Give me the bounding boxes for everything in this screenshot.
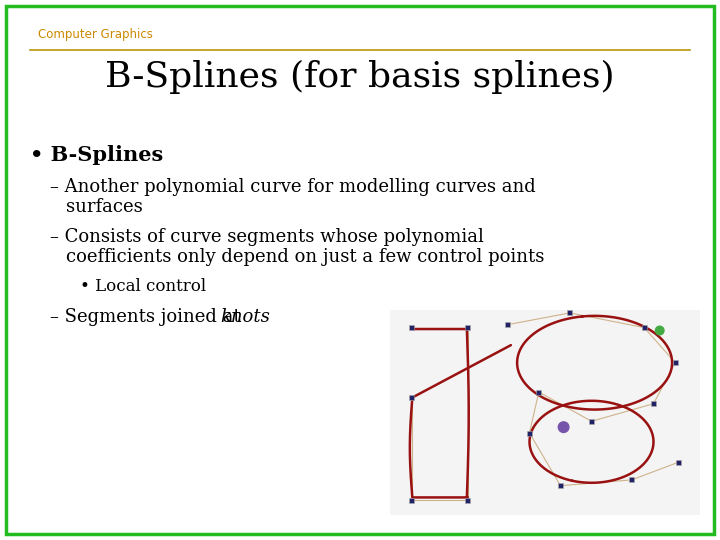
Bar (676, 460, 681, 465)
Bar (558, 483, 563, 488)
Text: – Segments joined at: – Segments joined at (50, 308, 246, 326)
Bar (589, 419, 594, 424)
Circle shape (557, 421, 570, 433)
Bar (409, 498, 414, 503)
Bar (390, 310, 700, 515)
Bar (505, 322, 510, 327)
Bar (629, 477, 634, 482)
Text: B-Splines (for basis splines): B-Splines (for basis splines) (105, 60, 615, 94)
Bar (409, 395, 414, 400)
Bar (465, 325, 470, 330)
Text: • B-Splines: • B-Splines (30, 145, 163, 165)
Bar (567, 310, 572, 315)
Bar (672, 360, 678, 365)
Text: surfaces: surfaces (66, 198, 143, 216)
Bar (465, 498, 470, 503)
Text: knots: knots (220, 308, 270, 326)
Text: – Another polynomial curve for modelling curves and: – Another polynomial curve for modelling… (50, 178, 536, 196)
Bar (527, 430, 532, 435)
Text: Computer Graphics: Computer Graphics (38, 28, 153, 41)
Bar (642, 325, 647, 330)
Bar (536, 389, 541, 395)
Text: – Consists of curve segments whose polynomial: – Consists of curve segments whose polyn… (50, 228, 484, 246)
Bar (409, 325, 414, 330)
Circle shape (654, 326, 665, 335)
Bar (651, 401, 656, 406)
Text: • Local control: • Local control (80, 278, 206, 295)
Text: coefficients only depend on just a few control points: coefficients only depend on just a few c… (66, 248, 544, 266)
